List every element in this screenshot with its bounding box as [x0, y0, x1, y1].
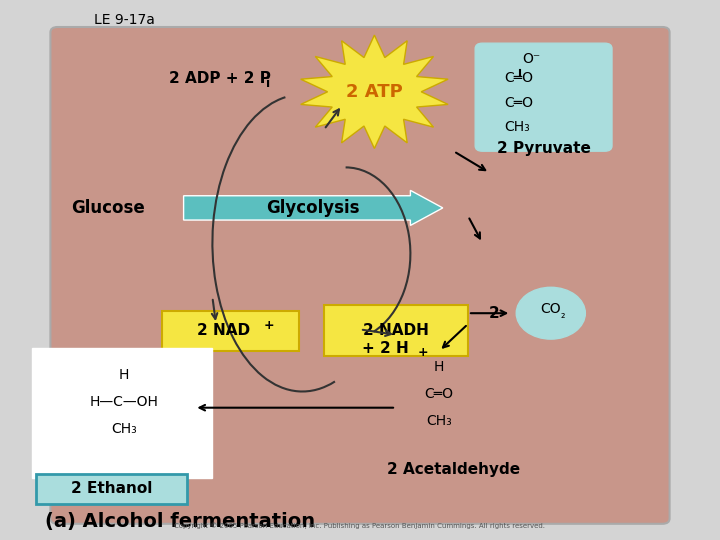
Text: O⁻: O⁻: [522, 52, 540, 66]
Text: + 2 H: + 2 H: [362, 341, 408, 356]
Text: 2 NADH: 2 NADH: [363, 323, 429, 338]
Text: Glycolysis: Glycolysis: [266, 199, 360, 217]
Text: H: H: [434, 360, 444, 374]
Text: 2 ADP + 2 P: 2 ADP + 2 P: [168, 71, 271, 86]
Text: (a) Alcohol fermentation: (a) Alcohol fermentation: [45, 511, 315, 531]
Text: Glucose: Glucose: [71, 199, 145, 217]
Text: 2 NAD: 2 NAD: [197, 323, 250, 338]
FancyBboxPatch shape: [475, 43, 612, 151]
Text: CH₃: CH₃: [426, 414, 452, 428]
Text: 2 Ethanol: 2 Ethanol: [71, 481, 153, 496]
Text: LE 9-17a: LE 9-17a: [94, 14, 155, 28]
Circle shape: [516, 287, 585, 339]
Text: +: +: [418, 346, 428, 359]
Text: C═O: C═O: [504, 96, 533, 110]
Text: C═O: C═O: [425, 387, 454, 401]
Text: 2 Acetaldehyde: 2 Acetaldehyde: [387, 462, 520, 477]
Text: 2: 2: [489, 306, 505, 321]
Text: 2 Pyruvate: 2 Pyruvate: [497, 141, 590, 156]
FancyBboxPatch shape: [324, 305, 468, 356]
FancyBboxPatch shape: [32, 348, 212, 478]
Text: C═O: C═O: [504, 71, 533, 85]
Text: CH₃: CH₃: [504, 120, 530, 134]
Text: 2 ATP: 2 ATP: [346, 83, 402, 101]
Text: i: i: [266, 77, 270, 90]
Text: CO: CO: [541, 302, 561, 316]
FancyBboxPatch shape: [162, 310, 299, 351]
Text: ₂: ₂: [561, 310, 565, 320]
Polygon shape: [301, 35, 448, 148]
FancyBboxPatch shape: [36, 474, 187, 504]
Text: H—C—OH: H—C—OH: [89, 395, 158, 409]
Text: +: +: [264, 319, 274, 332]
Text: CH₃: CH₃: [111, 422, 137, 436]
Text: Copyright © 2005 Pearson Education, Inc. Publishing as Pearson Benjamin Cummings: Copyright © 2005 Pearson Education, Inc.…: [174, 523, 546, 529]
FancyArrow shape: [184, 190, 443, 226]
Text: H: H: [119, 368, 129, 382]
